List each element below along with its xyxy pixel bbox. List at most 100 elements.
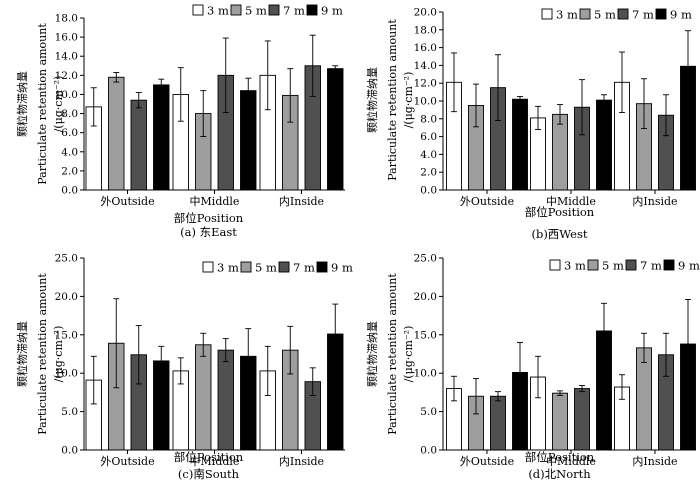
bar-9m-2 xyxy=(327,68,344,191)
x-axis-label: 部位Position xyxy=(174,211,244,225)
y-tick-label: 0.0 xyxy=(420,185,437,197)
y-tick-label: 5.0 xyxy=(420,406,437,418)
legend-swatch xyxy=(268,4,280,16)
bar-5m-1 xyxy=(552,113,568,191)
legend-label: 5 m xyxy=(255,261,277,275)
x-tick-label: 内Inside xyxy=(279,194,324,208)
panel-caption: (b)西West xyxy=(531,227,587,241)
y-tick-label: 10.0 xyxy=(55,368,78,380)
bar-5m-2 xyxy=(636,347,652,451)
x-axis-label: 部位Position xyxy=(525,205,595,219)
y-axis-label-cn: 颗粒物滞纳量 xyxy=(15,71,29,137)
y-axis-label-unit: /(μg·cm⁻²) xyxy=(52,326,65,383)
legend-label: 3 m xyxy=(564,259,586,273)
y-tick-label: 2.0 xyxy=(61,165,78,177)
bar-9m-1 xyxy=(596,99,612,191)
bar-7m-0 xyxy=(130,99,147,191)
bar-9m-0 xyxy=(512,98,528,191)
y-tick-label: 0.0 xyxy=(420,445,437,457)
bar-5m-1 xyxy=(195,344,212,451)
y-tick-label: 12.0 xyxy=(55,70,78,82)
y-tick-label: 2.0 xyxy=(420,167,437,179)
chart-panel-d: 0.0 5.0 10.0 15.0 20.0 25.0 外Outside 中Middle 内In… xyxy=(365,253,700,482)
bar-7m-0 xyxy=(490,395,506,451)
legend-label: 9 m xyxy=(321,4,343,18)
y-axis-label-unit: /(μg·cm⁻²) xyxy=(52,76,65,133)
legend: 3 m 5 m 7 m 9 m xyxy=(202,261,353,275)
legend: 3 m 5 m 7 m 9 m xyxy=(541,8,692,22)
legend-swatch xyxy=(655,8,667,20)
legend-swatch xyxy=(316,261,328,273)
y-axis-label-unit: /(μg·cm⁻²) xyxy=(402,326,415,383)
chart-panel-a: 0.0 2.0 4.0 6.0 8.0 10.0 12.0 14.0 16.0 18.0 外Outs… xyxy=(15,4,345,239)
bar-9m-0 xyxy=(153,84,170,191)
legend-swatch xyxy=(541,8,553,20)
chart-panel-c: 0.0 5.0 10.0 15.0 20.0 25.0 外Outside 中Middle 内In… xyxy=(15,253,353,482)
y-tick-label: 18.0 xyxy=(414,24,437,36)
legend-swatch xyxy=(192,4,204,16)
x-tick-label: 中Middle xyxy=(190,195,240,208)
x-tick-label: 外Outside xyxy=(100,195,154,208)
x-tick-label: 中Middle xyxy=(546,455,596,468)
panel-caption: (a) 东East xyxy=(180,225,237,239)
legend-label: 5 m xyxy=(245,4,267,18)
legend-label: 3 m xyxy=(207,4,229,18)
x-tick-label: 内Inside xyxy=(632,454,677,468)
y-tick-label: 8.0 xyxy=(420,113,437,125)
y-tick-label: 8.0 xyxy=(61,108,78,120)
y-tick-label: 16.0 xyxy=(55,32,78,44)
x-tick-label: 中Middle xyxy=(190,455,240,468)
legend-label: 9 m xyxy=(670,8,692,22)
legend-label: 9 m xyxy=(678,259,700,273)
bar-5m-1 xyxy=(552,392,568,451)
y-tick-label: 20.0 xyxy=(414,7,437,19)
x-tick-label: 内Inside xyxy=(632,194,677,208)
y-tick-label: 10.0 xyxy=(55,89,78,101)
y-axis-label-unit: /(μg·cm⁻²) xyxy=(402,72,415,129)
x-axis-label: 部位Position xyxy=(525,450,595,464)
y-tick-label: 16.0 xyxy=(414,42,437,54)
legend-swatch xyxy=(278,261,290,273)
y-tick-label: 10.0 xyxy=(414,96,437,108)
y-tick-label: 10.0 xyxy=(414,368,437,380)
y-tick-label: 25.0 xyxy=(414,253,437,265)
legend-swatch xyxy=(240,261,252,273)
x-tick-label: 外Outside xyxy=(100,455,154,468)
y-tick-label: 4.0 xyxy=(420,149,437,161)
y-tick-label: 20.0 xyxy=(55,291,78,303)
y-tick-label: 4.0 xyxy=(61,146,78,158)
legend-label: 5 m xyxy=(594,8,616,22)
y-tick-label: 18.0 xyxy=(55,13,78,25)
legend: 3 m 5 m 7 m 9 m xyxy=(192,4,343,18)
legend-label: 7 m xyxy=(283,4,305,18)
x-tick-label: 外Outside xyxy=(460,195,514,208)
y-tick-label: 0.0 xyxy=(61,445,78,457)
y-tick-label: 5.0 xyxy=(61,406,78,418)
legend-label: 7 m xyxy=(632,8,654,22)
legend-swatch xyxy=(617,8,629,20)
y-tick-label: 0.0 xyxy=(61,185,78,197)
legend-label: 9 m xyxy=(331,261,353,275)
legend-swatch xyxy=(202,261,214,273)
legend-label: 5 m xyxy=(602,259,624,273)
y-tick-label: 6.0 xyxy=(61,127,78,139)
x-tick-label: 外Outside xyxy=(460,455,514,468)
legend: 3 m 5 m 7 m 9 m xyxy=(549,259,700,273)
legend-swatch xyxy=(549,259,561,271)
bar-7m-1 xyxy=(574,388,590,451)
y-tick-label: 20.0 xyxy=(414,291,437,303)
x-tick-label: 中Middle xyxy=(546,195,596,208)
y-tick-label: 12.0 xyxy=(414,78,437,90)
legend-label: 3 m xyxy=(217,261,239,275)
x-tick-label: 内Inside xyxy=(279,454,324,468)
legend-swatch xyxy=(587,259,599,271)
y-tick-label: 14.0 xyxy=(55,51,78,63)
legend-swatch xyxy=(579,8,591,20)
y-axis-label-en: Particulate retention amount xyxy=(386,19,399,181)
y-tick-label: 6.0 xyxy=(420,131,437,143)
x-axis-label: 部位Position xyxy=(174,450,244,464)
y-axis-label-cn: 颗粒物滞纳量 xyxy=(15,321,29,387)
y-axis-label-en: Particulate retention amount xyxy=(386,273,399,435)
legend-swatch xyxy=(625,259,637,271)
